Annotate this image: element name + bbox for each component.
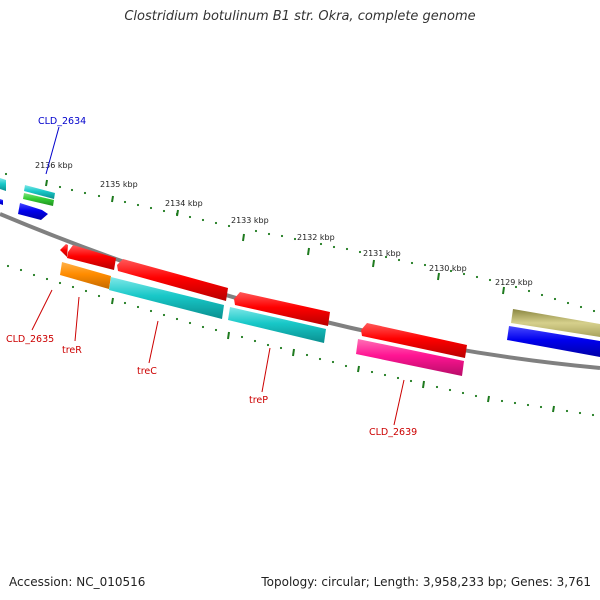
tick-label-2131: 2131 kbp [363,249,401,258]
gene-cld-2635-orange [60,262,111,289]
accession-text: Accession: NC_010516 [9,575,146,589]
gene-cld-2634-green [23,193,54,206]
gene-tre-c-arrow [117,259,228,301]
inner-major-ticks [111,297,555,413]
gene-tre-r-arrow [67,245,116,270]
gene-blue-right [507,326,600,357]
tick-label-2132: 2132 kbp [297,233,335,242]
gene-cld-2634-cyan [24,185,55,199]
gene-blue-arrow [18,203,48,220]
gene-tre-p-cyan [228,307,326,343]
genome-stats-text: Topology: circular; Length: 3,958,233 bp… [261,575,591,589]
tick-label-2136: 2136 kbp [35,161,73,170]
gene-cld-2639-arrow [361,323,467,358]
map-title: Clostridium botulinum B1 str. Okra, comp… [124,9,476,24]
gene-label-tre-c: treC [137,366,157,377]
outer-major-ticks [45,179,505,295]
gene-blue-left-edge [0,199,3,205]
tick-label-2135: 2135 kbp [100,180,138,189]
gene-label-cld-2635: CLD_2635 [6,334,54,345]
gene-callout-lines [31,126,405,426]
tick-label-2133: 2133 kbp [231,216,269,225]
inner-tick-ring [6,264,595,417]
tick-label-2129: 2129 kbp [495,278,533,287]
gene-cld-2635-arrow-small [60,244,68,257]
gene-label-tre-p: treP [249,395,268,406]
gene-khaki [511,309,600,337]
gene-label-cld-2639: CLD_2639 [369,427,417,438]
outer-tick-ring [4,172,596,313]
gene-cld-2639-magenta [356,339,464,376]
gene-cyan-left-edge [0,178,6,191]
tick-label-2134: 2134 kbp [165,199,203,208]
gene-tre-c-cyan [109,277,224,319]
tick-label-2130: 2130 kbp [429,264,467,273]
gene-label-tre-r: treR [62,345,82,356]
gene-label-cld-2634: CLD_2634 [38,116,86,127]
gene-tre-p-arrow [234,292,330,326]
